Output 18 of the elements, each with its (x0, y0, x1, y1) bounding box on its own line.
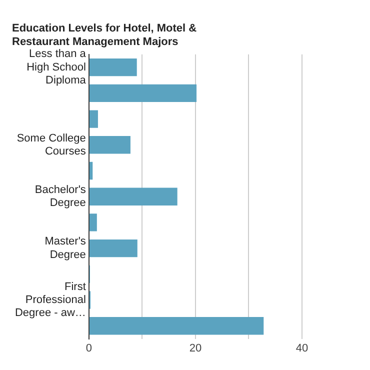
bar (89, 239, 138, 258)
bar (89, 162, 93, 180)
x-tick-label: 40 (296, 342, 308, 354)
x-tick-label: 0 (86, 342, 92, 354)
x-tick-label: 20 (189, 342, 202, 354)
bar (89, 84, 197, 102)
y-tick-label: First Professional Degree - aw… (14, 280, 86, 320)
bar (89, 317, 264, 335)
bar (89, 136, 130, 154)
chart-title: Education Levels for Hotel, Motel & Restaurant Management Majors (12, 22, 197, 48)
bar (89, 58, 137, 76)
y-tick-label: Some College Courses (16, 132, 86, 158)
bar (89, 214, 97, 232)
y-tick-label: Master's Degree (44, 236, 86, 261)
bar (89, 110, 98, 128)
bar (89, 188, 178, 206)
y-tick-label: Bachelor's Degree (34, 184, 86, 210)
y-tick-label: Less than a High School Diploma (26, 48, 87, 87)
